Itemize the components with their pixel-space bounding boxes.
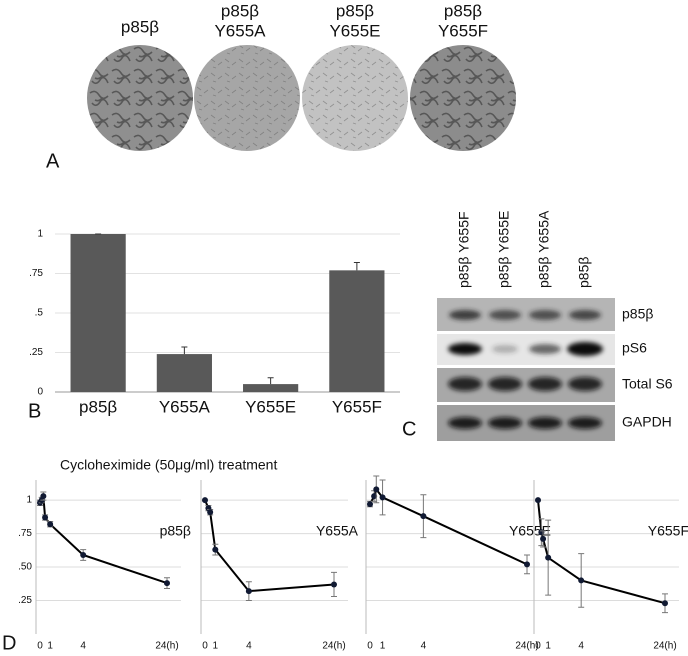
point — [379, 494, 386, 501]
x-tick-label: 1 — [47, 641, 53, 652]
plate-texture — [302, 45, 408, 151]
y-tick-label: .50 — [18, 562, 32, 573]
x-tick-label: Y655F — [332, 397, 382, 416]
x-tick-label: 4 — [80, 641, 86, 652]
x-tick-label: 24(h) — [322, 641, 345, 652]
point — [662, 600, 668, 607]
point — [164, 580, 170, 587]
row-label: Total S6 — [622, 376, 673, 392]
x-tick-label: 0 — [367, 641, 373, 652]
point — [245, 588, 252, 595]
y-tick-label: .25 — [18, 595, 32, 606]
plate-label: p85β — [221, 1, 259, 20]
point — [371, 493, 378, 500]
lane-label: p85β Y655E — [496, 211, 512, 288]
row-label: pS6 — [622, 340, 647, 356]
point — [207, 509, 214, 516]
point — [40, 493, 47, 500]
line — [537, 499, 666, 605]
row-label: p85β — [622, 306, 653, 322]
x-tick-label: Y655A — [159, 397, 211, 416]
plate-label: Y655E — [329, 21, 380, 40]
panel-label: A — [46, 150, 60, 172]
plate-texture — [87, 45, 193, 151]
panel-label: B — [28, 400, 41, 422]
y-tick-label: .75 — [18, 528, 32, 539]
error-bar — [267, 377, 274, 385]
point — [367, 501, 373, 508]
y-tick-label: .5 — [35, 308, 44, 319]
plates — [87, 45, 516, 151]
point — [540, 535, 547, 542]
x-tick-label: 24(h) — [515, 641, 538, 652]
y-tick-label: .25 — [29, 347, 43, 358]
x-tick-label: 4 — [246, 641, 252, 652]
panel-title: Cycloheximide (50μg/ml) treatment — [60, 457, 277, 473]
x-tick-label: p85β — [79, 397, 117, 416]
x-tick-label: 1 — [545, 641, 551, 652]
x-tick-label: 1 — [213, 641, 219, 652]
x-tick-label: Y655E — [245, 397, 296, 416]
point — [331, 581, 337, 588]
plate-label: p85β — [336, 1, 374, 20]
point — [545, 554, 552, 561]
x-tick-label: 4 — [578, 641, 584, 652]
bar — [70, 234, 126, 392]
bar — [329, 270, 385, 392]
blot — [437, 298, 615, 441]
y-tick-label: 1 — [37, 229, 43, 240]
plate-texture — [410, 45, 516, 151]
plate-texture — [194, 45, 300, 151]
line — [369, 487, 528, 566]
error-bar — [181, 346, 188, 355]
lane-label: p85β Y655A — [536, 210, 552, 288]
series-label: p85β — [160, 523, 191, 539]
point — [212, 546, 219, 553]
plate-label: Y655F — [438, 21, 488, 40]
bar — [156, 354, 212, 392]
x-tick-label: 24(h) — [653, 641, 676, 652]
point — [202, 497, 208, 504]
y-tick-label: .75 — [29, 268, 43, 279]
x-tick-label: 1 — [380, 641, 386, 652]
series-label: Y655A — [316, 523, 359, 539]
plate-label: p85β — [444, 1, 482, 20]
x-tick-label: 24(h) — [155, 641, 178, 652]
point — [578, 577, 585, 584]
row-label: GAPDH — [622, 414, 672, 430]
y-tick-label: 1 — [26, 495, 32, 506]
point — [535, 497, 541, 504]
plate-label: p85β — [121, 17, 159, 36]
point — [80, 551, 87, 558]
bar — [243, 384, 299, 392]
plate-label: Y655A — [214, 21, 266, 40]
x-tick-label: 0 — [202, 641, 208, 652]
panel-label: C — [402, 418, 416, 440]
x-tick-label: 0 — [535, 641, 541, 652]
x-tick-label: 4 — [421, 641, 427, 652]
series-label: Y655F — [648, 523, 688, 539]
point — [47, 521, 54, 528]
point — [524, 561, 530, 568]
point — [373, 486, 380, 493]
y-tick-label: 0 — [37, 387, 43, 398]
point — [420, 513, 427, 520]
lane-label: p85β — [576, 257, 592, 288]
line — [39, 495, 168, 585]
x-tick-label: 0 — [37, 641, 43, 652]
lane-label: p85β Y655F — [456, 211, 472, 288]
error-bar — [353, 261, 360, 271]
panel-label: D — [2, 632, 16, 654]
line — [204, 499, 335, 593]
point — [42, 514, 49, 521]
